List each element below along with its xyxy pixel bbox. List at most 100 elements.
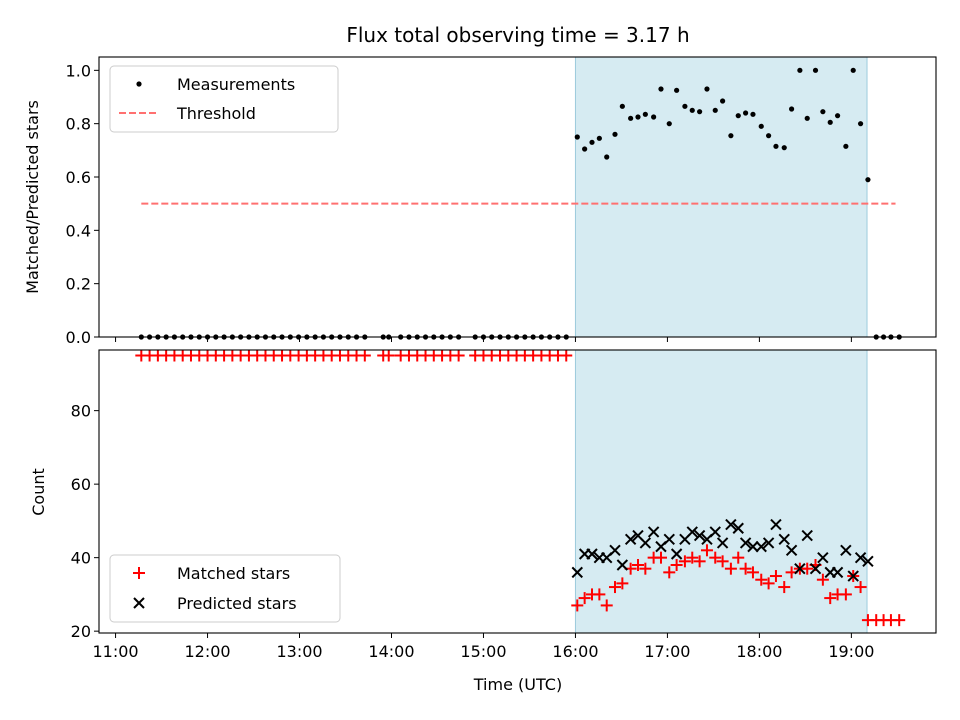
legend-label-matched: Matched stars	[177, 564, 290, 583]
predicted-stars-point	[831, 566, 844, 579]
measurements-point	[628, 115, 634, 121]
predicted-stars-point	[817, 551, 829, 564]
measurements-point	[697, 109, 703, 115]
measurements-point	[843, 143, 849, 149]
matched-stars-point	[716, 555, 729, 568]
count-ytick-label: 40	[71, 549, 91, 568]
measurements-point	[834, 113, 841, 119]
matched-stars-point	[755, 573, 768, 586]
predicted-stars-point	[616, 559, 629, 571]
predicted-stars-point	[686, 526, 698, 538]
predicted-stars-point	[801, 529, 813, 542]
matched-stars-point	[608, 581, 621, 594]
measurements-point	[750, 111, 756, 117]
predicted-stars-point	[739, 537, 752, 549]
predicted-stars-point	[755, 540, 767, 553]
matched-stars-point	[700, 544, 713, 557]
measurements-point	[612, 131, 618, 137]
matched-stars-point	[571, 599, 584, 612]
measurements-point	[857, 121, 864, 127]
xtick-label: 11:00	[93, 642, 139, 661]
matched-stars-point	[593, 588, 606, 601]
measurements-point	[658, 86, 664, 92]
measurements-point	[865, 177, 871, 183]
measurements-point	[773, 143, 779, 149]
ratio-ytick-label: 1.0	[66, 61, 91, 80]
measurements-point	[574, 134, 580, 140]
matched-stars-point	[382, 349, 395, 362]
count-observing-window	[574, 349, 868, 634]
xtick-label: 12:00	[184, 642, 230, 661]
matched-stars-point	[639, 562, 652, 575]
ratio-ytick-label: 0.0	[66, 328, 91, 347]
predicted-stars-point	[732, 522, 744, 534]
measurements-point	[720, 98, 726, 104]
measurements-point	[689, 107, 695, 113]
xtick-label: 19:00	[828, 642, 874, 661]
predicted-stars-point	[586, 548, 598, 560]
measurements-point	[666, 121, 672, 127]
ratio-ytick-label: 0.6	[66, 168, 91, 187]
matched-stars-point	[670, 559, 683, 572]
measurements-point	[642, 111, 648, 117]
matched-stars-point	[358, 349, 371, 362]
matched-stars-point	[631, 559, 644, 572]
matched-stars-point	[724, 562, 737, 575]
predicted-stars-point	[693, 529, 706, 542]
matched-stars-point	[686, 551, 699, 564]
measurements-point	[850, 67, 856, 73]
count-ytick-label: 80	[71, 402, 91, 421]
predicted-stars-point	[794, 562, 806, 575]
predicted-stars-point	[670, 548, 683, 560]
measurements-point	[820, 109, 826, 115]
measurements-point	[651, 114, 657, 120]
matched-stars-point	[801, 562, 814, 575]
xtick-label: 18:00	[736, 642, 782, 661]
legend-label-measurements: Measurements	[177, 75, 295, 94]
measurements-point	[635, 114, 641, 120]
matched-stars-point	[616, 577, 629, 590]
matched-stars-point	[739, 562, 752, 575]
xtick-label: 17:00	[644, 642, 690, 661]
ratio-y-axis-label: Matched/Predicted stars	[23, 100, 42, 294]
predicted-stars-point	[762, 537, 775, 549]
legend-marker-measurements	[136, 81, 142, 87]
count-y-axis-label: Count	[29, 468, 48, 516]
predicted-stars-point	[716, 537, 729, 549]
predicted-stars-point	[571, 566, 583, 579]
xtick-label: 16:00	[552, 642, 598, 661]
measurements-point	[674, 87, 680, 93]
matched-stars-point	[578, 592, 591, 605]
count-panel: 20 40 60 80 11:00 12:00 13:00 14:00 15:00 16:00 1…	[29, 349, 937, 694]
matched-stars-point	[709, 551, 722, 564]
predicted-stars-point	[663, 533, 675, 545]
measurements-point	[704, 86, 710, 92]
predicted-stars-point	[840, 544, 852, 557]
measurements-point	[758, 123, 764, 129]
measurements-point	[735, 113, 741, 119]
matched-stars-point	[663, 566, 676, 579]
matched-stars-point	[560, 349, 573, 362]
measurements-point	[743, 110, 749, 116]
predicted-stars-point	[747, 540, 759, 553]
count-panel-frame	[98, 349, 937, 634]
legend-marker-matched	[133, 567, 145, 579]
predicted-stars-point	[854, 551, 867, 564]
ratio-ytick-label: 0.4	[66, 221, 91, 240]
xtick-label: 13:00	[276, 642, 322, 661]
matched-stars-point	[746, 566, 759, 579]
ratio-panel-frame	[98, 56, 937, 338]
measurements-point	[682, 103, 688, 109]
predicted-stars-point	[725, 518, 737, 531]
measurements-point	[766, 133, 772, 139]
predicted-stars-point	[778, 533, 790, 545]
predicted-stars-point	[709, 526, 721, 538]
ratio-ytick-label: 0.2	[66, 275, 91, 294]
measurements-point	[804, 115, 810, 121]
matched-stars-point	[654, 551, 667, 564]
measurements-point	[619, 103, 625, 109]
x-axis-label: Time (UTC)	[473, 675, 562, 694]
matched-stars-point	[778, 581, 791, 594]
measurements-point	[596, 135, 602, 141]
legend-label-threshold: Threshold	[176, 104, 256, 123]
